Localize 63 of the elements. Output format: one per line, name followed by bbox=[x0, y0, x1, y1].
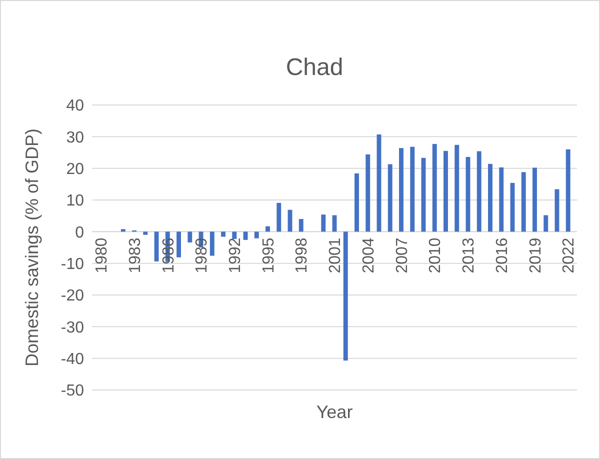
bar bbox=[210, 232, 214, 256]
x-axis-title: Year bbox=[316, 402, 353, 422]
bar bbox=[332, 215, 337, 232]
bar bbox=[266, 226, 270, 232]
bar bbox=[421, 158, 426, 232]
y-tick-label: -40 bbox=[60, 350, 84, 368]
bar bbox=[254, 232, 259, 238]
bar bbox=[120, 229, 126, 232]
x-tick-label: 2022 bbox=[560, 238, 578, 274]
bar bbox=[221, 232, 226, 237]
bar bbox=[343, 232, 348, 361]
y-tick-label: 40 bbox=[66, 98, 84, 115]
bar bbox=[143, 232, 148, 235]
x-tick-label: 1986 bbox=[160, 238, 178, 274]
bar bbox=[444, 150, 448, 232]
y-tick-label: 0 bbox=[75, 224, 84, 242]
y-tick-label: -50 bbox=[60, 382, 84, 400]
bar bbox=[454, 144, 460, 232]
bar bbox=[154, 232, 159, 262]
bar bbox=[321, 214, 326, 232]
bar bbox=[466, 156, 470, 232]
x-tick-label: 2004 bbox=[360, 238, 378, 274]
bar bbox=[276, 202, 282, 232]
x-tick-label: 2007 bbox=[394, 238, 411, 274]
x-tick-label: 2001 bbox=[327, 238, 344, 274]
x-tick-label: 1995 bbox=[260, 238, 278, 274]
bar bbox=[410, 146, 415, 232]
bar bbox=[176, 232, 181, 258]
bar bbox=[499, 167, 504, 232]
bar bbox=[188, 232, 192, 242]
x-tick-label: 2013 bbox=[460, 238, 478, 274]
x-tick-label: 2016 bbox=[494, 238, 511, 274]
y-tick-label: -10 bbox=[60, 256, 84, 273]
bar bbox=[366, 154, 370, 232]
bar bbox=[488, 164, 492, 232]
bar bbox=[354, 173, 359, 232]
y-tick-label: 30 bbox=[66, 129, 84, 146]
y-tick-label: 20 bbox=[66, 160, 84, 178]
bar bbox=[243, 232, 248, 240]
x-tick-label: 1998 bbox=[294, 238, 311, 274]
bar bbox=[376, 134, 382, 232]
x-tick-label: 2010 bbox=[427, 238, 444, 274]
y-tick-label: 10 bbox=[66, 192, 84, 210]
bar bbox=[298, 219, 304, 232]
y-axis-title: Domestic savings (% of GDP) bbox=[22, 128, 42, 367]
chart-title: Chad bbox=[286, 54, 344, 81]
x-tick-label: 1980 bbox=[94, 238, 110, 274]
x-tick-label: 1992 bbox=[226, 238, 244, 274]
bar bbox=[521, 172, 526, 232]
x-tick-label: 1983 bbox=[126, 238, 144, 274]
bar bbox=[544, 215, 548, 232]
bar bbox=[476, 151, 482, 232]
bar bbox=[532, 168, 537, 232]
bar bbox=[566, 149, 570, 232]
bar bbox=[399, 148, 404, 232]
bar bbox=[432, 144, 437, 232]
bar bbox=[554, 189, 560, 232]
x-tick-label: 1989 bbox=[194, 238, 211, 274]
x-tick-label: 2019 bbox=[527, 238, 544, 274]
y-tick-label: -20 bbox=[60, 288, 84, 305]
bar bbox=[388, 164, 392, 232]
y-tick-label: -30 bbox=[60, 319, 84, 336]
bar bbox=[232, 232, 237, 239]
